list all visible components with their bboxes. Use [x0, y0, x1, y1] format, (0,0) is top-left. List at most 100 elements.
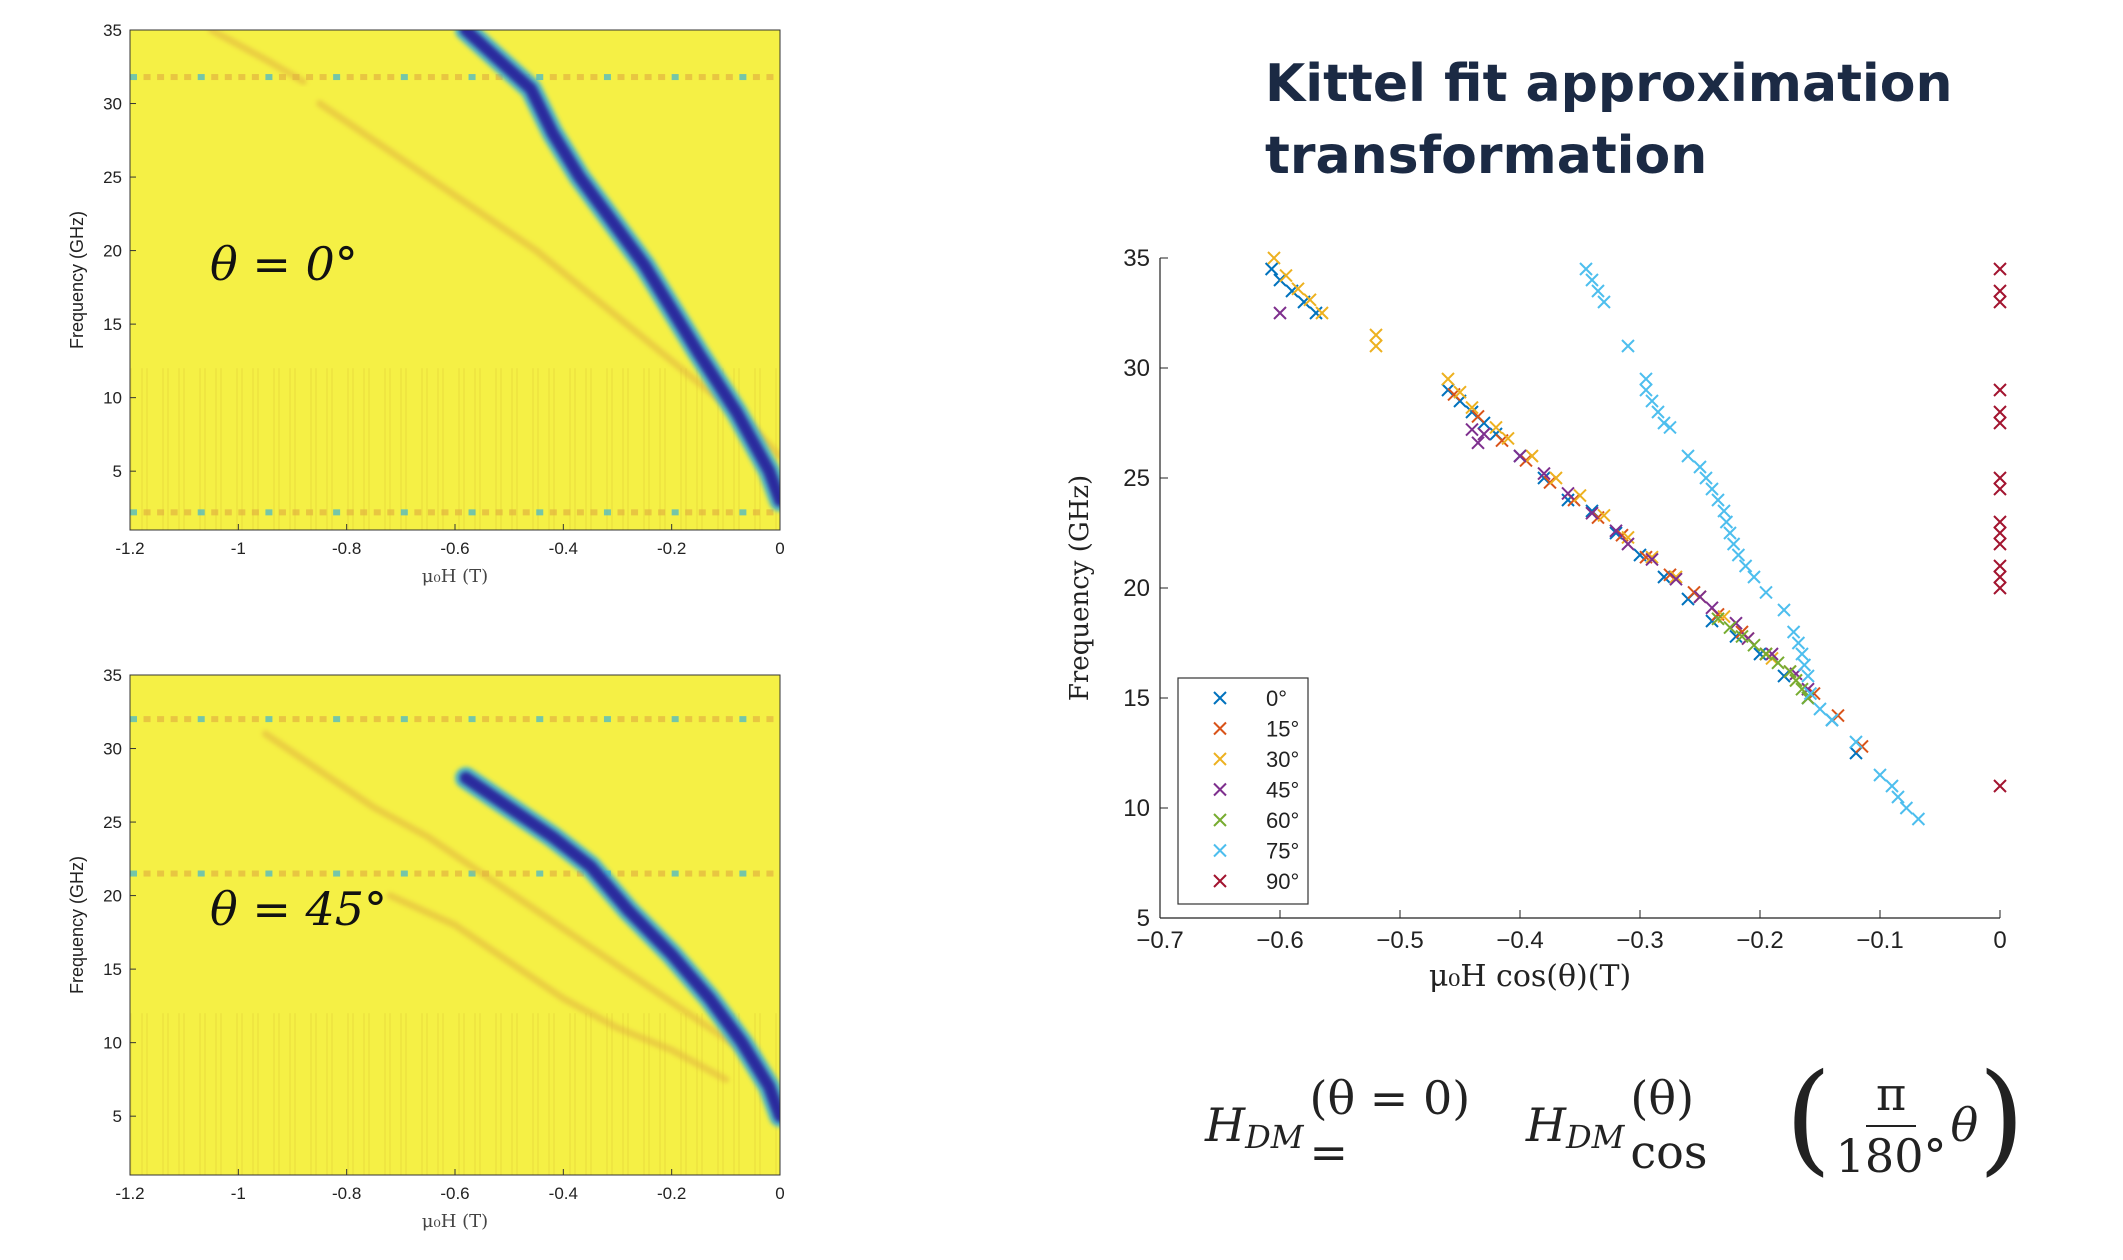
scatter-point: [1993, 559, 2007, 573]
scatter-point: [1831, 708, 1845, 723]
heatmap-noise-band-cell: [495, 509, 503, 516]
scatter-point: [1753, 647, 1767, 661]
scatter-point: [1993, 581, 2007, 595]
heatmap-noise-stripe: [680, 368, 682, 530]
heatmap-noise-stripe: [236, 1013, 238, 1175]
heatmap-noise-stripe: [553, 368, 555, 530]
formula-lhs-arg: (θ = 0) =: [1309, 1071, 1471, 1179]
heatmap-noise-band-cell: [482, 509, 490, 516]
heatmap-noise-stripe: [241, 1013, 243, 1175]
heatmap-noise-band-cell: [725, 870, 733, 877]
heatmap-x-tick-label: 0: [775, 1184, 784, 1203]
heatmap-noise-stripe: [643, 368, 645, 530]
heatmap-noise-band-cell: [739, 716, 747, 723]
legend-frame: [1177, 677, 1309, 905]
heatmap-noise-band-cell: [495, 870, 503, 877]
heatmap-noise-stripe: [516, 1013, 518, 1175]
scatter-point: [1645, 394, 1659, 408]
heatmap-noise-band-cell: [495, 74, 503, 81]
scatter-point: [1759, 647, 1773, 661]
heatmap-noise-stripe: [759, 1013, 761, 1175]
heatmap-noise-stripe: [389, 368, 391, 530]
scatter-point: [1711, 493, 1725, 507]
heatmap-noise-band-cell: [468, 716, 476, 723]
heatmap-noise-band-cell: [346, 870, 354, 877]
heatmap-y-tick-label: 15: [103, 315, 122, 334]
scatter-point: [1639, 383, 1653, 397]
heatmap-noise-band-cell: [319, 509, 327, 516]
scatter-point: [1719, 515, 1734, 529]
heatmap-noise-stripe: [241, 368, 243, 530]
kittel-scatter-chart: 5 10 15 20 25 30 35 −0.7 −0.6 −0.5 −0.4 −0.3 −0.2 −0.…: [1065, 245, 2007, 994]
heatmap-noise-stripe: [479, 368, 481, 530]
scatter-point: [1783, 664, 1797, 679]
heatmap-noise-stripe: [569, 1013, 571, 1175]
scatter-point: [1315, 306, 1329, 320]
heatmap-noise-stripe: [717, 368, 719, 530]
heatmap-noise-band-cell: [766, 74, 774, 81]
heatmap-noise-band-cell: [685, 870, 693, 877]
heatmap-x-tick-label: -0.8: [332, 539, 361, 558]
formula-fraction: π 180°: [1836, 1067, 1947, 1183]
heatmap-noise-band-cell: [766, 870, 774, 877]
scatter-point: [1797, 658, 1812, 672]
heatmap-noise-stripe: [463, 368, 465, 530]
heatmap-noise-stripe: [500, 1013, 502, 1175]
heatmap-noise-band-cell: [563, 870, 571, 877]
heatmap-noise-band-cell: [346, 509, 354, 516]
scatter-legend: 0° 15° 30° 45° 60° 75° 90°: [1177, 677, 1309, 905]
series-0deg: [1264, 262, 1863, 760]
heatmap-noise-stripe: [215, 368, 217, 530]
scatter-point: [1573, 488, 1587, 503]
heatmap-noise-stripe: [273, 1013, 275, 1175]
heatmap-noise-stripe: [442, 368, 444, 530]
heatmap-noise-band-cell: [631, 509, 639, 516]
scatter-point: [1471, 436, 1485, 450]
heatmap-noise-stripe: [500, 368, 502, 530]
heatmap-noise-band-cell: [712, 870, 720, 877]
scatter-point: [1993, 262, 2007, 276]
heatmap-noise-band-cell: [333, 716, 341, 723]
heatmap-noise-stripe: [664, 1013, 666, 1175]
heatmap-noise-stripe: [685, 1013, 687, 1175]
heatmap-noise-band-cell: [333, 74, 341, 81]
scatter-point: [1731, 548, 1746, 562]
heatmap-noise-band-cell: [536, 870, 544, 877]
scatter-point: [1273, 273, 1287, 287]
kittel-formula: H DM (θ = 0) = H DM (θ) cos ( π 180° θ ): [1205, 1055, 2025, 1195]
scatter-x-tick-label: −0.2: [1736, 927, 1783, 954]
heatmap-noise-stripe: [294, 1013, 296, 1175]
scatter-point: [1519, 453, 1533, 468]
heatmap-main-mode: [459, 30, 780, 507]
heatmap-plot-area: [130, 716, 780, 1175]
scatter-point: [1303, 293, 1317, 307]
heatmap-noise-stripe: [479, 1013, 481, 1175]
scatter-point: [1723, 526, 1737, 540]
heatmap-noise-stripe: [659, 1013, 661, 1175]
heatmap-x-tick-label: -0.6: [440, 1184, 469, 1203]
heatmap-noise-band-cell: [658, 509, 666, 516]
heatmap-noise-stripe: [627, 1013, 629, 1175]
heatmap-noise-stripe: [146, 368, 148, 530]
heatmap-noise-band-cell: [143, 74, 151, 81]
heatmap-noise-stripe: [146, 1013, 148, 1175]
heatmap-noise-band-cell: [644, 870, 652, 877]
heatmap-x-tick-label: -1.2: [115, 1184, 144, 1203]
heatmap-noise-band-cell: [157, 870, 165, 877]
heatmap-noise-stripe: [331, 368, 333, 530]
heatmap-noise-stripe: [326, 368, 328, 530]
heatmap-noise-band-cell: [197, 509, 205, 516]
scatter-point: [1585, 506, 1599, 520]
scatter-point: [1993, 383, 2007, 397]
heatmap-noise-band-cell: [360, 74, 368, 81]
heatmap-noise-stripe: [130, 1013, 132, 1175]
heatmap-noise-band-cell: [658, 870, 666, 877]
scatter-point: [1993, 416, 2007, 430]
formula-fraction-denominator: 180°: [1835, 1129, 1947, 1183]
scatter-point: [1723, 620, 1737, 635]
scatter-point: [1663, 420, 1677, 435]
legend-marker: [1213, 782, 1227, 797]
heatmap-noise-band-cell: [549, 74, 557, 81]
heatmap-noise-stripe: [141, 368, 143, 530]
formula-fraction-numerator: π: [1865, 1067, 1917, 1127]
